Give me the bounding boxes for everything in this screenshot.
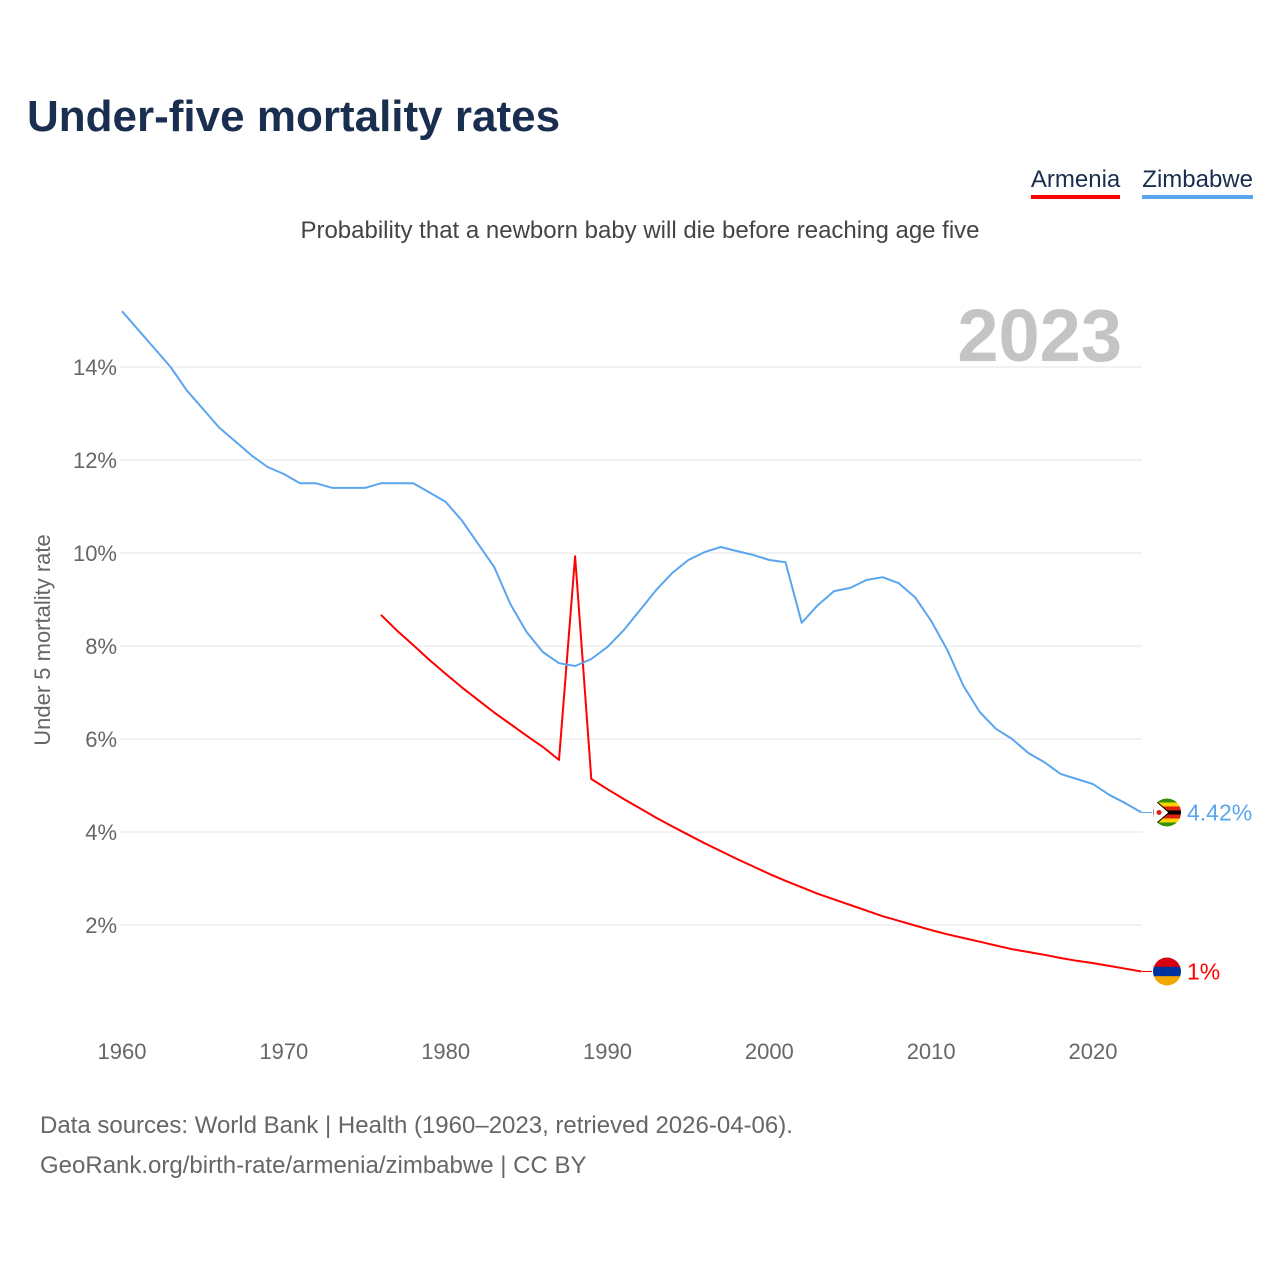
legend-armenia[interactable]: Armenia (1030, 166, 1121, 199)
x-tick-label: 1990 (583, 1039, 632, 1064)
x-tick-label: 2010 (907, 1039, 956, 1064)
x-tick-label: 1960 (98, 1039, 147, 1064)
y-tick-label: 14% (73, 355, 117, 380)
legend-zimbabwe[interactable]: Zimbabwe (1142, 166, 1253, 199)
year-watermark: 2023 (957, 294, 1122, 377)
legend: Armenia Zimbabwe (1030, 166, 1253, 199)
armenia-end-label: 1% (1187, 959, 1220, 985)
x-tick-label: 1970 (259, 1039, 308, 1064)
x-tick-label: 2020 (1069, 1039, 1118, 1064)
zimbabwe-line[interactable] (121, 310, 1143, 814)
x-tick-label: 2000 (745, 1039, 794, 1064)
armenia-line[interactable] (380, 555, 1142, 973)
zimbabwe-end-label: 4.42% (1187, 799, 1252, 825)
x-tick-label: 1980 (421, 1039, 470, 1064)
data-sources: Data sources: World Bank | Health (1960–… (40, 1112, 793, 1139)
zimbabwe-flag-icon (1153, 798, 1181, 827)
chart-subtitle: Probability that a newborn baby will die… (300, 217, 980, 244)
y-axis-label: Under 5 mortality rate (30, 534, 55, 746)
y-tick-label: 8% (85, 634, 117, 659)
y-tick-label: 2% (85, 913, 117, 938)
source-link[interactable]: GeoRank.org/birth-rate/armenia/zimbabwe … (40, 1152, 587, 1179)
y-tick-label: 4% (85, 820, 117, 845)
footer: Data sources: World Bank | Health (1960–… (40, 1106, 793, 1186)
y-tick-label: 10% (73, 541, 117, 566)
armenia-flag-icon (1153, 957, 1181, 986)
y-tick-label: 12% (73, 448, 117, 473)
y-tick-label: 6% (85, 727, 117, 752)
chart-title: Under-five mortality rates (27, 92, 561, 141)
